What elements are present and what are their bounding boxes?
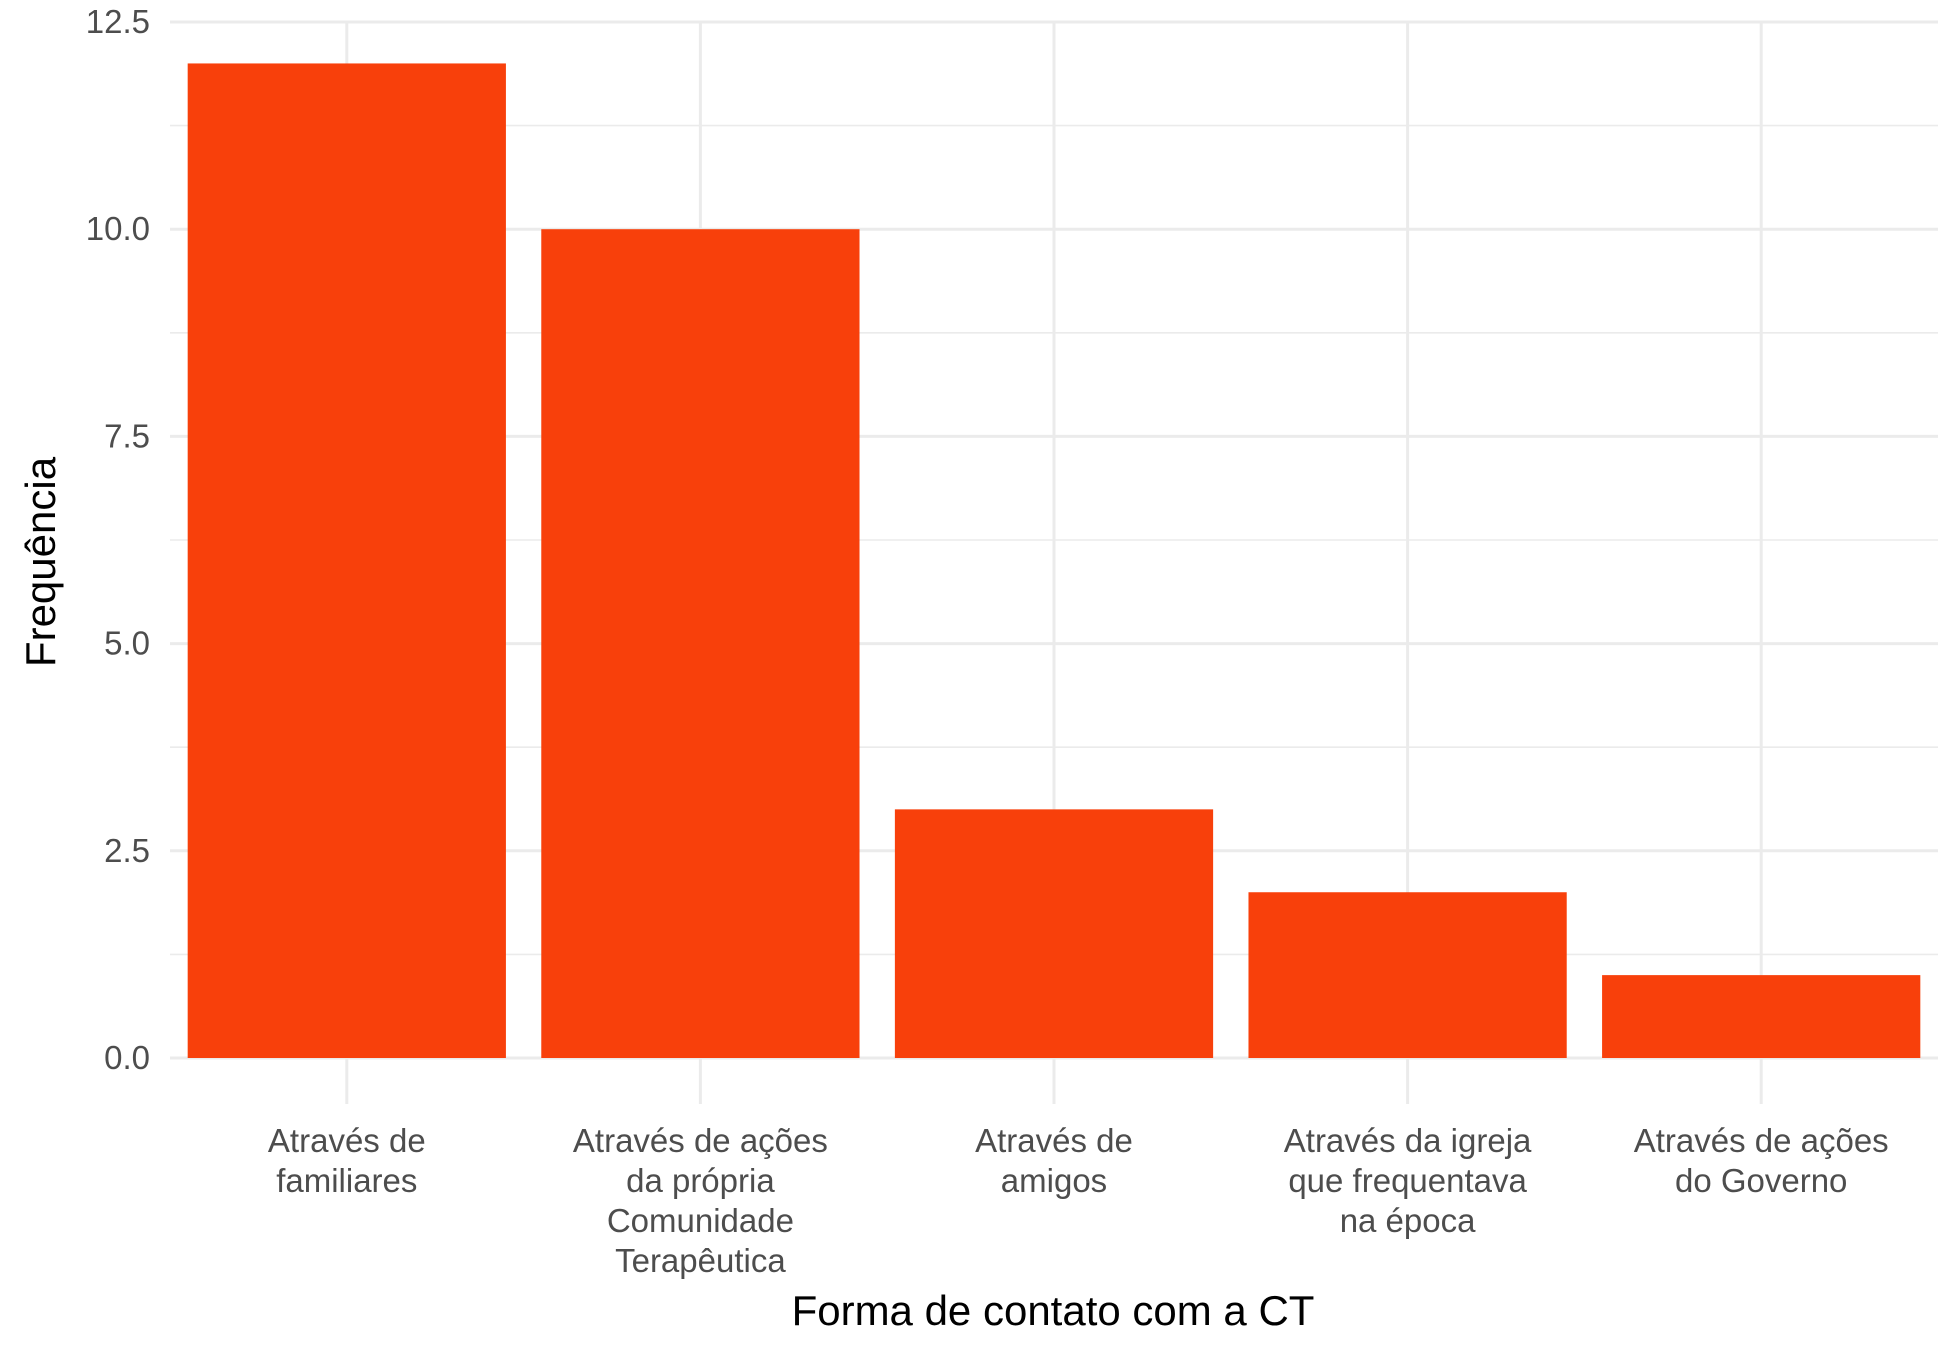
x-category-label: Através de amigos (975, 1122, 1133, 1199)
x-category-label-line: do Governo (1675, 1162, 1847, 1199)
y-tick-label: 2.5 (104, 832, 150, 869)
x-axis-title: Forma de contato com a CT (792, 1287, 1315, 1334)
x-category-label: Através de familiares (268, 1122, 426, 1199)
x-category-label: Através de ações da própria Comunidade Tera… (573, 1122, 828, 1279)
x-category-label-line: Através da igreja (1284, 1122, 1532, 1159)
y-tick-label: 10.0 (86, 210, 150, 247)
y-tick-label: 12.5 (86, 3, 150, 40)
x-category-label-line: da própria (626, 1162, 775, 1199)
x-category-label-line: Através de (268, 1122, 426, 1159)
bar (541, 229, 860, 1058)
x-category-label: Através da igreja que frequentava na época (1284, 1122, 1532, 1239)
x-category-label: Através de ações do Governo (1634, 1122, 1889, 1199)
y-tick-label: 0.0 (104, 1039, 150, 1076)
x-category-label-line: familiares (276, 1162, 417, 1199)
bar (1248, 892, 1567, 1058)
x-category-label-line: na época (1340, 1202, 1476, 1239)
x-category-label-line: Através de ações (573, 1122, 828, 1159)
y-axis-tick-labels: 0.0 2.5 5.0 7.5 10.0 12.5 (86, 3, 150, 1076)
x-category-label-line: Terapêutica (615, 1242, 786, 1279)
bars (187, 63, 1921, 1058)
x-category-label-line: amigos (1001, 1162, 1107, 1199)
x-category-label-line: Através de ações (1634, 1122, 1889, 1159)
x-category-label-line: Comunidade (607, 1202, 794, 1239)
y-axis-title: Frequência (17, 456, 64, 667)
y-tick-label: 5.0 (104, 625, 150, 662)
x-category-label-line: que frequentava (1288, 1162, 1527, 1199)
y-tick-label: 7.5 (104, 417, 150, 454)
bar (894, 809, 1214, 1058)
bar (1602, 975, 1921, 1058)
x-category-label-line: Através de (975, 1122, 1133, 1159)
bar (187, 63, 506, 1058)
